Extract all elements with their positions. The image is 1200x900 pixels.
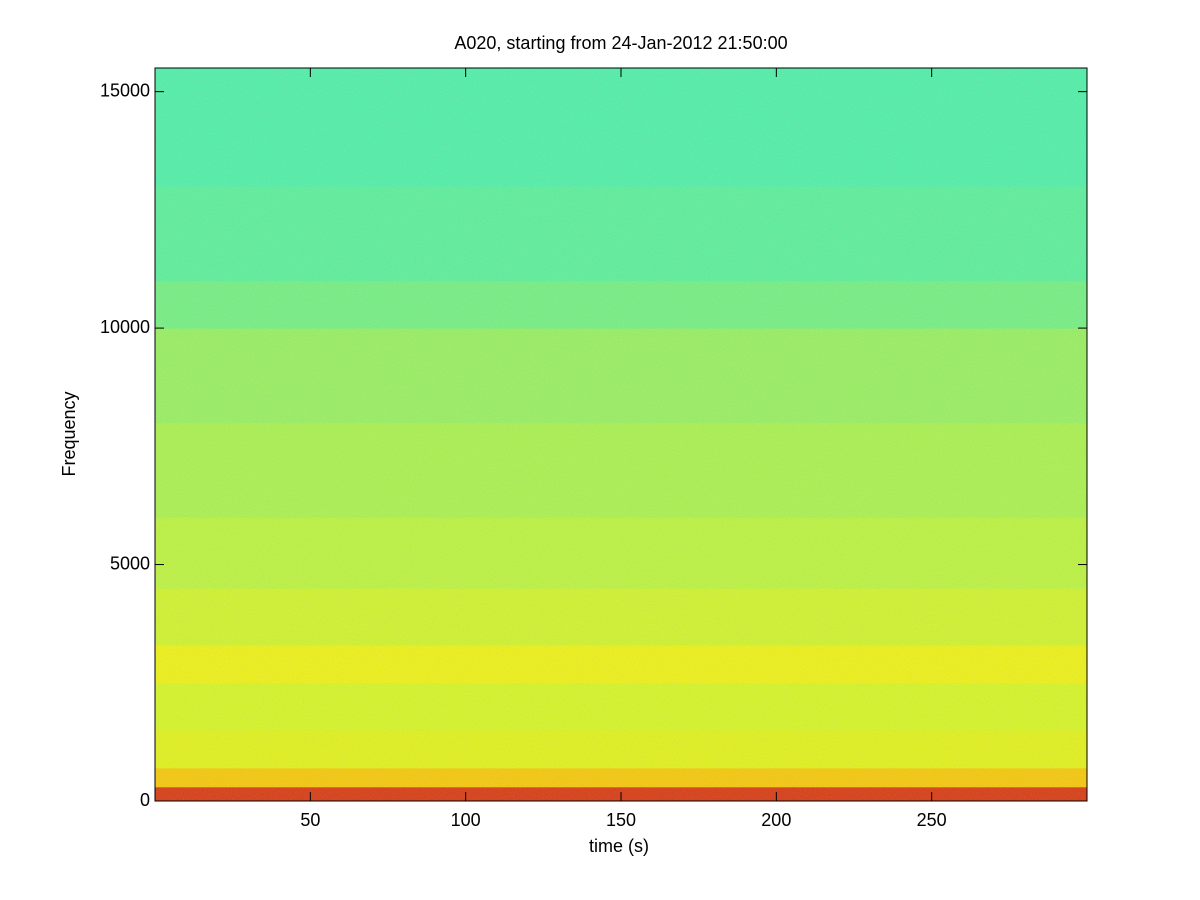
y-tick-label: 0: [140, 790, 150, 810]
x-tick-label: 200: [761, 810, 791, 830]
x-tick-label: 100: [451, 810, 481, 830]
chart-title: A020, starting from 24-Jan-2012 21:50:00: [454, 33, 787, 53]
x-tick-label: 250: [917, 810, 947, 830]
y-axis-label: Frequency: [59, 391, 79, 476]
y-tick-label: 10000: [100, 317, 150, 337]
noise-texture: [155, 68, 1087, 801]
y-tick-label: 15000: [100, 80, 150, 100]
y-tick-label: 5000: [110, 553, 150, 573]
x-axis-label: time (s): [589, 836, 649, 856]
plot-area: [155, 68, 1087, 802]
x-tick-label: 50: [300, 810, 320, 830]
x-tick-label: 150: [606, 810, 636, 830]
